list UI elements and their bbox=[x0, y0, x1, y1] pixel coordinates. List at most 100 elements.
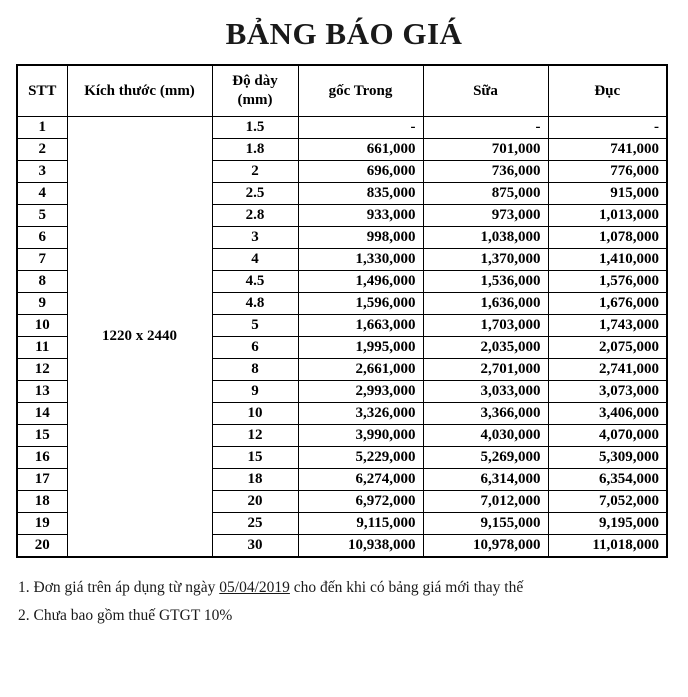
cell-price-goc-trong: 1,663,000 bbox=[297, 314, 424, 337]
cell-stt: 6 bbox=[16, 226, 68, 249]
footnote-1-prefix: 1. Đơn giá trên áp dụng từ ngày bbox=[18, 578, 220, 596]
col-header-duc: Đục bbox=[547, 64, 668, 117]
cell-size: 1220 x 2440 bbox=[66, 116, 213, 557]
table-row: 8 4.5 1,496,000 1,536,000 1,576,000 bbox=[16, 270, 668, 293]
cell-stt: 19 bbox=[16, 512, 68, 535]
cell-price-goc-trong: 835,000 bbox=[297, 182, 424, 205]
cell-price-goc-trong: 3,990,000 bbox=[297, 424, 424, 447]
price-table-body: 1 1220 x 2440 1.5- - -2 1.8 661,000 701,000 741,… bbox=[16, 116, 668, 557]
cell-stt: 8 bbox=[16, 270, 68, 293]
cell-stt: 2 bbox=[16, 138, 68, 161]
cell-price-sua: 5,269,000 bbox=[422, 446, 549, 469]
cell-price-duc: 9,195,000 bbox=[547, 512, 668, 535]
cell-stt: 13 bbox=[16, 380, 68, 403]
cell-thickness: 2.8 bbox=[211, 204, 299, 227]
cell-stt: 7 bbox=[16, 248, 68, 271]
footnote-1: 1. Đơn giá trên áp dụng từ ngày 05/04/20… bbox=[18, 574, 688, 602]
cell-price-sua: 6,314,000 bbox=[422, 468, 549, 491]
cell-thickness: 8 bbox=[211, 358, 299, 381]
cell-price-duc: 7,052,000 bbox=[547, 490, 668, 513]
footnotes: 1. Đơn giá trên áp dụng từ ngày 05/04/20… bbox=[18, 574, 688, 630]
cell-price-sua: - bbox=[422, 116, 549, 139]
cell-price-goc-trong: 1,995,000 bbox=[297, 336, 424, 359]
cell-price-sua: 1,370,000 bbox=[422, 248, 549, 271]
col-header-thickness: Độ dày (mm) bbox=[211, 64, 299, 117]
cell-thickness: 3 bbox=[211, 226, 299, 249]
cell-price-goc-trong: 9,115,000 bbox=[297, 512, 424, 535]
col-header-size: Kích thước (mm) bbox=[66, 64, 213, 117]
cell-price-sua: 10,978,000 bbox=[422, 534, 549, 557]
cell-price-sua: 973,000 bbox=[422, 204, 549, 227]
table-row: 20 30 10,938,000 10,978,000 11,018,000 bbox=[16, 534, 668, 557]
cell-stt: 18 bbox=[16, 490, 68, 513]
col-header-goc-trong: gốc Trong bbox=[297, 64, 424, 117]
cell-stt: 5 bbox=[16, 204, 68, 227]
footnote-2: 2. Chưa bao gồm thuế GTGT 10% bbox=[18, 606, 233, 624]
cell-price-goc-trong: 6,972,000 bbox=[297, 490, 424, 513]
header-row: STT Kích thước (mm) Độ dày (mm) gốc Tron… bbox=[16, 64, 668, 117]
cell-price-sua: 3,033,000 bbox=[422, 380, 549, 403]
cell-price-duc: 1,410,000 bbox=[547, 248, 668, 271]
cell-thickness: 18 bbox=[211, 468, 299, 491]
cell-price-sua: 736,000 bbox=[422, 160, 549, 183]
table-row: 9 4.8 1,596,000 1,636,000 1,676,000 bbox=[16, 292, 668, 315]
footnote-1-suffix: cho đến khi có bảng giá mới thay thế bbox=[289, 578, 524, 596]
cell-price-sua: 7,012,000 bbox=[422, 490, 549, 513]
cell-price-goc-trong: 5,229,000 bbox=[297, 446, 424, 469]
cell-price-goc-trong: 2,993,000 bbox=[297, 380, 424, 403]
cell-stt: 17 bbox=[16, 468, 68, 491]
cell-thickness: 25 bbox=[211, 512, 299, 535]
cell-price-duc: 2,741,000 bbox=[547, 358, 668, 381]
cell-thickness: 4.8 bbox=[211, 292, 299, 315]
cell-price-goc-trong: - bbox=[297, 116, 424, 139]
cell-price-sua: 875,000 bbox=[422, 182, 549, 205]
price-table-header: STT Kích thước (mm) Độ dày (mm) gốc Tron… bbox=[16, 64, 668, 117]
cell-price-duc: 3,406,000 bbox=[547, 402, 668, 425]
cell-thickness: 15 bbox=[211, 446, 299, 469]
cell-stt: 3 bbox=[16, 160, 68, 183]
table-row: 16 15 5,229,000 5,269,000 5,309,000 bbox=[16, 446, 668, 469]
cell-stt: 12 bbox=[16, 358, 68, 381]
cell-price-goc-trong: 696,000 bbox=[297, 160, 424, 183]
cell-price-duc: - bbox=[547, 116, 668, 139]
cell-price-sua: 2,701,000 bbox=[422, 358, 549, 381]
cell-thickness: 2 bbox=[211, 160, 299, 183]
cell-price-duc: 11,018,000 bbox=[547, 534, 668, 557]
cell-thickness: 30 bbox=[211, 534, 299, 557]
cell-price-duc: 1,078,000 bbox=[547, 226, 668, 249]
table-row: 6 3 998,000 1,038,000 1,078,000 bbox=[16, 226, 668, 249]
table-row: 5 2.8 933,000 973,000 1,013,000 bbox=[16, 204, 668, 227]
cell-price-duc: 1,013,000 bbox=[547, 204, 668, 227]
cell-stt: 1 bbox=[16, 116, 68, 139]
cell-price-duc: 1,676,000 bbox=[547, 292, 668, 315]
cell-price-sua: 2,035,000 bbox=[422, 336, 549, 359]
cell-price-sua: 4,030,000 bbox=[422, 424, 549, 447]
cell-price-sua: 1,536,000 bbox=[422, 270, 549, 293]
cell-price-goc-trong: 1,596,000 bbox=[297, 292, 424, 315]
price-table: STT Kích thước (mm) Độ dày (mm) gốc Tron… bbox=[16, 64, 668, 558]
cell-price-duc: 915,000 bbox=[547, 182, 668, 205]
cell-price-duc: 741,000 bbox=[547, 138, 668, 161]
cell-thickness: 10 bbox=[211, 402, 299, 425]
cell-price-sua: 1,703,000 bbox=[422, 314, 549, 337]
cell-price-duc: 1,743,000 bbox=[547, 314, 668, 337]
cell-price-goc-trong: 1,496,000 bbox=[297, 270, 424, 293]
cell-stt: 15 bbox=[16, 424, 68, 447]
cell-stt: 20 bbox=[16, 534, 68, 557]
cell-stt: 11 bbox=[16, 336, 68, 359]
cell-price-goc-trong: 2,661,000 bbox=[297, 358, 424, 381]
cell-thickness: 4 bbox=[211, 248, 299, 271]
cell-price-goc-trong: 6,274,000 bbox=[297, 468, 424, 491]
table-row: 14 10 3,326,000 3,366,000 3,406,000 bbox=[16, 402, 668, 425]
cell-thickness: 9 bbox=[211, 380, 299, 403]
col-header-sua: Sữa bbox=[422, 64, 549, 117]
cell-price-sua: 1,636,000 bbox=[422, 292, 549, 315]
cell-price-goc-trong: 3,326,000 bbox=[297, 402, 424, 425]
cell-price-duc: 5,309,000 bbox=[547, 446, 668, 469]
cell-stt: 10 bbox=[16, 314, 68, 337]
cell-thickness: 4.5 bbox=[211, 270, 299, 293]
cell-price-goc-trong: 998,000 bbox=[297, 226, 424, 249]
cell-stt: 4 bbox=[16, 182, 68, 205]
cell-stt: 14 bbox=[16, 402, 68, 425]
cell-price-duc: 4,070,000 bbox=[547, 424, 668, 447]
